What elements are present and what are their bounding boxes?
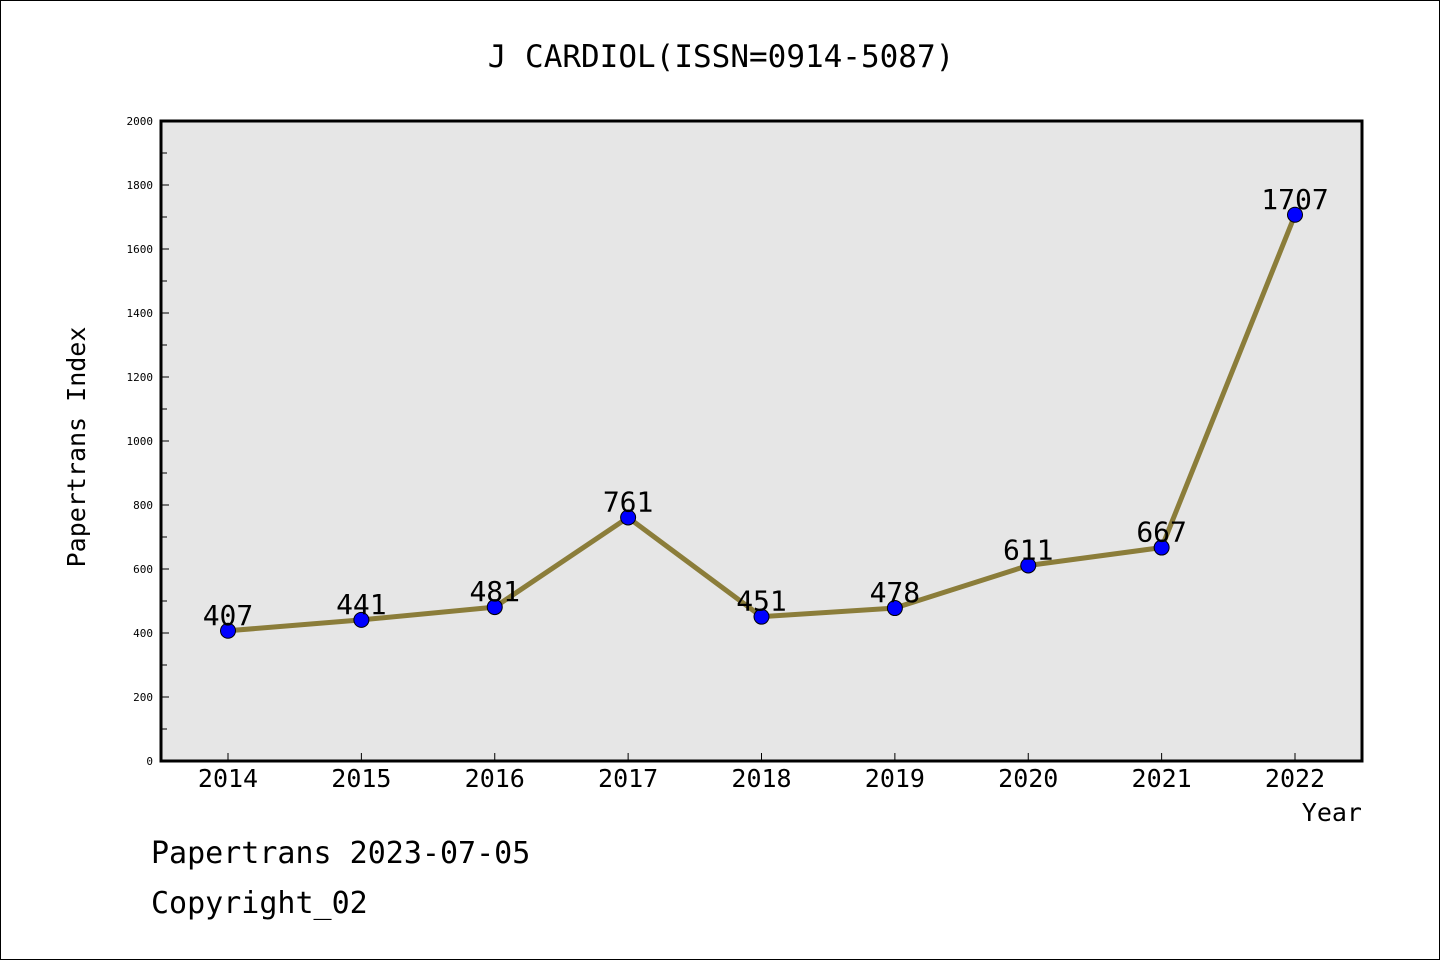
plot-area bbox=[159, 119, 1364, 763]
data-label: 1707 bbox=[1261, 183, 1328, 216]
x-tick-label: 2019 bbox=[865, 764, 925, 793]
data-label: 481 bbox=[469, 575, 520, 608]
data-point bbox=[486, 599, 503, 616]
y-tick-label: 200 bbox=[133, 691, 153, 704]
x-axis: 2014 2015 2016 2017 2018 2019 2020 2021 2022 bbox=[198, 753, 1325, 793]
x-tick-label: 2021 bbox=[1132, 764, 1192, 793]
y-tick-label: 2000 bbox=[127, 115, 154, 128]
data-point bbox=[886, 600, 903, 617]
footer-copyright: Copyright_02 bbox=[151, 886, 368, 921]
data-label: 761 bbox=[603, 485, 654, 518]
x-tick-label: 2022 bbox=[1265, 764, 1325, 793]
data-label: 611 bbox=[1003, 533, 1054, 566]
data-point bbox=[1153, 539, 1170, 556]
data-point bbox=[1020, 557, 1037, 574]
x-tick-label: 2020 bbox=[998, 764, 1058, 793]
series-layer: 407 441 481 761 451 478 611 667 1707 bbox=[203, 183, 1329, 639]
x-axis-label: Year bbox=[1302, 798, 1362, 827]
data-label: 441 bbox=[336, 588, 387, 621]
x-tick-label: 2018 bbox=[731, 764, 791, 793]
data-label: 667 bbox=[1136, 516, 1187, 549]
y-axis: 0 200 400 600 800 1000 1200 1400 1600 1800 2000 bbox=[127, 115, 169, 768]
data-point bbox=[220, 622, 236, 639]
data-point bbox=[1287, 206, 1303, 223]
footer-date: Papertrans 2023-07-05 bbox=[151, 836, 531, 871]
data-label: 407 bbox=[203, 599, 254, 632]
data-point bbox=[620, 509, 637, 526]
y-tick-label: 400 bbox=[133, 627, 153, 640]
y-tick-label: 1600 bbox=[127, 243, 154, 256]
y-tick-label: 1200 bbox=[127, 371, 154, 384]
x-tick-label: 2014 bbox=[198, 764, 258, 793]
x-tick-label: 2017 bbox=[598, 764, 658, 793]
data-label: 478 bbox=[870, 576, 921, 609]
x-tick-label: 2016 bbox=[465, 764, 525, 793]
y-tick-label: 1000 bbox=[127, 435, 154, 448]
chart-title: J CARDIOL(ISSN=0914-5087) bbox=[488, 39, 955, 75]
x-tick-label: 2015 bbox=[331, 764, 391, 793]
data-point bbox=[353, 611, 370, 628]
data-label: 451 bbox=[736, 585, 787, 618]
y-tick-label: 800 bbox=[133, 499, 153, 512]
y-tick-label: 600 bbox=[133, 563, 153, 576]
y-tick-label: 0 bbox=[146, 755, 153, 768]
data-point bbox=[753, 608, 770, 625]
y-axis-label: Papertrans Index bbox=[62, 327, 91, 568]
y-tick-label: 1800 bbox=[127, 179, 154, 192]
y-tick-label: 1400 bbox=[127, 307, 154, 320]
